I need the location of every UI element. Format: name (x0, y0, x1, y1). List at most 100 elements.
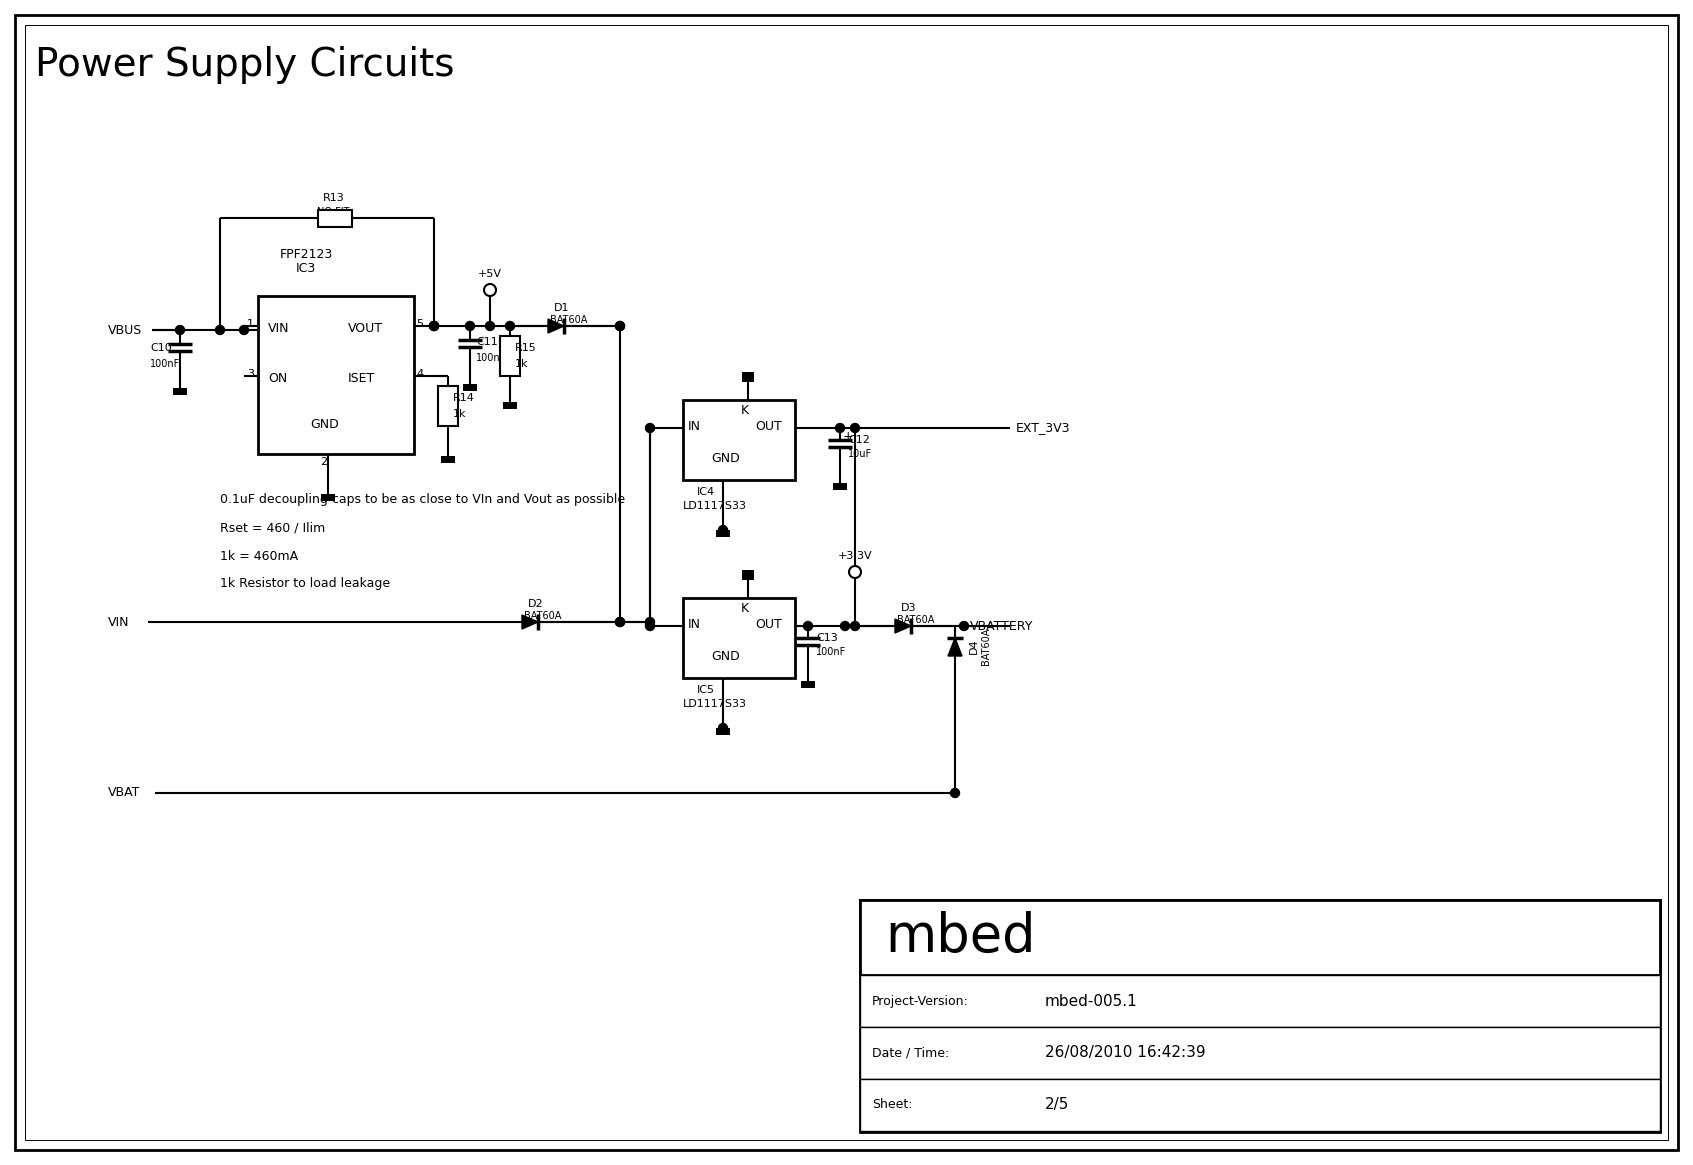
Text: OUT: OUT (755, 617, 782, 630)
Bar (462, 384, 477, 391)
Bar (742, 372, 753, 382)
Bar (322, 494, 335, 501)
Circle shape (616, 322, 625, 331)
Text: 100nF: 100nF (816, 647, 846, 657)
Text: +: + (843, 430, 853, 443)
Text: IC5: IC5 (698, 685, 714, 696)
Circle shape (616, 322, 625, 331)
Text: R14: R14 (454, 393, 474, 403)
Circle shape (718, 723, 728, 733)
Polygon shape (549, 319, 564, 333)
Text: 1k = 460mA: 1k = 460mA (220, 550, 298, 563)
Text: VBUS: VBUS (108, 324, 142, 337)
Text: 5: 5 (416, 319, 423, 329)
Text: R13: R13 (323, 193, 345, 203)
Circle shape (645, 621, 655, 630)
Text: GND: GND (711, 452, 740, 465)
Text: +3.3V: +3.3V (838, 551, 872, 562)
Text: VBAT: VBAT (108, 786, 141, 799)
Text: Power Supply Circuits: Power Supply Circuits (36, 45, 454, 84)
Text: BAT60A: BAT60A (897, 615, 935, 624)
Circle shape (645, 424, 655, 432)
Text: 1: 1 (247, 319, 254, 329)
Text: 10uF: 10uF (848, 449, 872, 459)
Text: C10: C10 (151, 343, 171, 353)
Text: C12: C12 (848, 435, 870, 445)
Text: Date / Time:: Date / Time: (872, 1046, 950, 1059)
Bar (318, 210, 352, 227)
Bar (499, 336, 520, 376)
Circle shape (840, 621, 850, 630)
Text: ISET: ISET (349, 372, 376, 384)
Text: Sheet:: Sheet: (872, 1099, 913, 1111)
Bar (257, 296, 415, 454)
Polygon shape (521, 615, 538, 629)
Circle shape (239, 325, 249, 334)
Text: VIN: VIN (108, 615, 129, 628)
Text: VIN: VIN (267, 322, 290, 334)
Circle shape (616, 617, 625, 627)
Text: 1k: 1k (515, 359, 528, 369)
Circle shape (466, 322, 474, 331)
Polygon shape (948, 638, 962, 656)
Circle shape (960, 621, 968, 630)
Text: mbed-005.1: mbed-005.1 (1045, 994, 1138, 1009)
Text: 26/08/2010 16:42:39: 26/08/2010 16:42:39 (1045, 1045, 1205, 1060)
Text: C11: C11 (476, 337, 498, 347)
Text: D4: D4 (968, 638, 979, 654)
Circle shape (430, 322, 438, 331)
Bar (682, 400, 796, 480)
Bar (716, 530, 730, 537)
Bar (440, 456, 455, 463)
Text: 0.1uF decoupling caps to be as close to VIn and Vout as possible: 0.1uF decoupling caps to be as close to … (220, 494, 625, 507)
Text: LD1117S33: LD1117S33 (682, 699, 747, 709)
Circle shape (506, 322, 515, 331)
Bar (833, 483, 846, 490)
Bar (173, 388, 186, 395)
Text: 100nF: 100nF (476, 353, 506, 363)
Circle shape (430, 322, 438, 331)
Text: VOUT: VOUT (349, 322, 383, 334)
Bar (438, 386, 459, 426)
Text: IN: IN (687, 419, 701, 432)
Text: VBATTERY: VBATTERY (970, 620, 1033, 633)
Bar (860, 1079, 1661, 1131)
Bar (503, 402, 516, 409)
Text: 2: 2 (320, 457, 327, 467)
Circle shape (176, 325, 185, 334)
Text: BAT60A: BAT60A (980, 627, 990, 665)
Circle shape (486, 322, 494, 331)
Text: GND: GND (310, 417, 339, 431)
Text: NO FIT: NO FIT (317, 207, 349, 217)
Circle shape (804, 621, 813, 630)
Text: R15: R15 (515, 343, 537, 353)
Text: BAT60A: BAT60A (550, 315, 587, 325)
Text: C13: C13 (816, 633, 838, 643)
Text: FPF2123: FPF2123 (279, 247, 334, 261)
Circle shape (718, 525, 728, 535)
Bar (860, 975, 1661, 1028)
Text: IC3: IC3 (296, 261, 317, 275)
Text: 1k: 1k (454, 409, 467, 419)
Bar (801, 682, 814, 689)
Circle shape (645, 617, 655, 627)
Circle shape (430, 322, 438, 331)
Circle shape (836, 424, 845, 432)
Text: 2/5: 2/5 (1045, 1097, 1070, 1113)
Circle shape (616, 617, 625, 627)
Text: D3: D3 (901, 603, 916, 613)
Text: IN: IN (687, 617, 701, 630)
Bar (716, 728, 730, 735)
Text: EXT_3V3: EXT_3V3 (1016, 422, 1070, 435)
Text: D2: D2 (528, 599, 543, 609)
Text: K: K (742, 403, 748, 417)
Text: IC4: IC4 (698, 487, 714, 497)
Text: 100nF: 100nF (151, 359, 179, 369)
Bar (742, 570, 753, 580)
Text: GND: GND (711, 650, 740, 663)
Bar (860, 901, 1661, 975)
Circle shape (950, 789, 960, 798)
Text: 4: 4 (416, 369, 423, 379)
Text: OUT: OUT (755, 419, 782, 432)
Text: Project-Version:: Project-Version: (872, 995, 968, 1008)
